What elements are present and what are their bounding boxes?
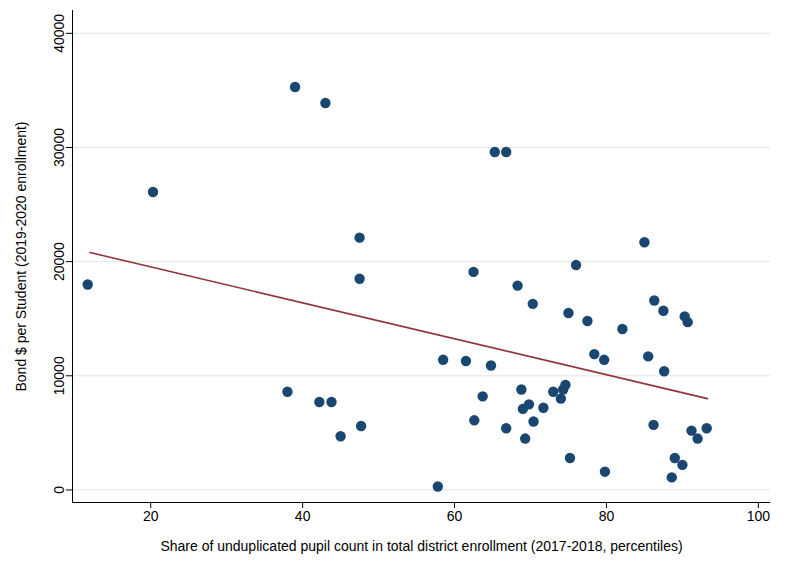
svg-text:10000: 10000 [51, 356, 67, 395]
svg-text:60: 60 [447, 508, 463, 524]
svg-text:30000: 30000 [51, 128, 67, 167]
svg-text:20000: 20000 [51, 242, 67, 281]
svg-text:100: 100 [747, 508, 771, 524]
svg-text:40: 40 [295, 508, 311, 524]
svg-text:Share of unduplicated pupil co: Share of unduplicated pupil count in tot… [160, 538, 682, 554]
svg-text:80: 80 [599, 508, 615, 524]
svg-text:40000: 40000 [51, 14, 67, 53]
svg-text:Bond $ per Student (2019-2020: Bond $ per Student (2019-2020 enrollment… [13, 121, 29, 391]
svg-text:20: 20 [143, 508, 159, 524]
svg-text:0: 0 [51, 486, 67, 494]
